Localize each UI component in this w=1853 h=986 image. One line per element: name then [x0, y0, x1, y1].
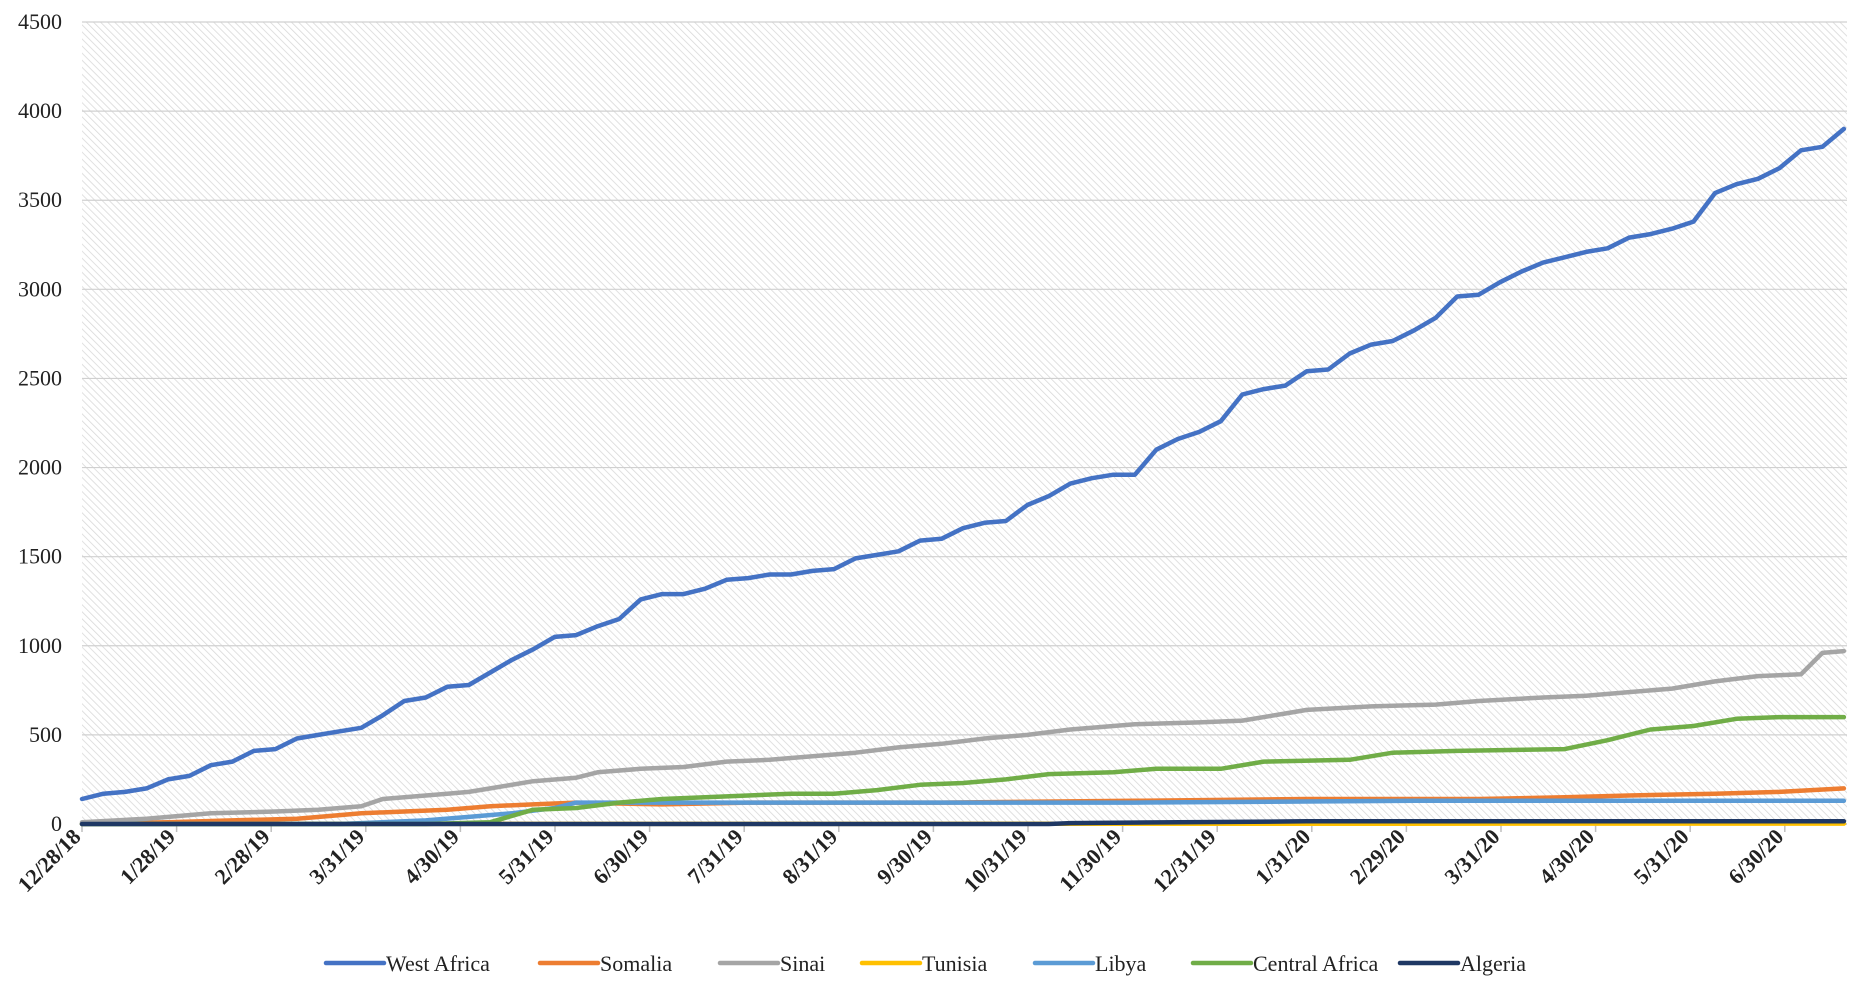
y-tick-label: 500	[29, 722, 62, 747]
x-tick-label: 3/31/20	[1439, 824, 1504, 889]
y-tick-label: 1000	[18, 633, 62, 658]
series-line-central-africa	[79, 714, 1847, 827]
legend-label-west-africa: West Africa	[386, 951, 490, 976]
y-tick-label: 3500	[18, 187, 62, 212]
legend: West Africa Somalia Sinai Tunisia Libya Centr…	[323, 951, 1526, 976]
series-line-algeria	[79, 819, 1847, 827]
y-tick-label: 3000	[18, 276, 62, 301]
y-tick-label: 1500	[18, 544, 62, 569]
x-tick-label: 5/31/20	[1629, 824, 1694, 889]
x-tick-label: 12/31/19	[1148, 824, 1221, 897]
y-tick-label: 4000	[18, 98, 62, 123]
legend-label-sinai: Sinai	[780, 951, 825, 976]
y-tick-label: 2000	[18, 455, 62, 480]
y-tick-label: 4500	[18, 9, 62, 34]
x-tick-label: 11/30/19	[1054, 824, 1126, 896]
x-tick-label: 1/28/19	[115, 824, 180, 889]
series-line-west-africa	[79, 126, 1847, 802]
x-tick-label: 7/31/19	[683, 824, 748, 889]
x-tick-label: 2/29/20	[1345, 824, 1410, 889]
y-tick-label: 0	[51, 811, 62, 836]
x-tick-label: 9/30/19	[872, 824, 937, 889]
x-tick-label: 6/30/19	[588, 824, 653, 889]
legend-label-libya: Libya	[1095, 951, 1147, 976]
legend-label-tunisia: Tunisia	[922, 951, 987, 976]
x-tick-label: 10/31/19	[959, 824, 1032, 897]
x-tick-label: 4/30/20	[1534, 824, 1599, 889]
legend-label-central-africa: Central Africa	[1253, 951, 1378, 976]
x-tick-label: 4/30/19	[399, 824, 464, 889]
x-tick-label: 6/30/20	[1723, 824, 1788, 889]
x-tick-label: 1/31/20	[1250, 824, 1315, 889]
series-line-libya	[79, 798, 1847, 827]
x-tick-label: 12/28/18	[13, 824, 86, 897]
legend-label-somalia: Somalia	[600, 951, 672, 976]
x-tick-label: 8/31/19	[777, 824, 842, 889]
series-line-sinai	[79, 648, 1847, 825]
legend-label-algeria: Algeria	[1460, 951, 1526, 976]
y-tick-label: 2500	[18, 365, 62, 390]
x-tick-label: 5/31/19	[493, 824, 558, 889]
plot-area	[82, 22, 1847, 824]
x-tick-label: 3/31/19	[304, 824, 369, 889]
x-tick-label: 2/28/19	[210, 824, 275, 889]
